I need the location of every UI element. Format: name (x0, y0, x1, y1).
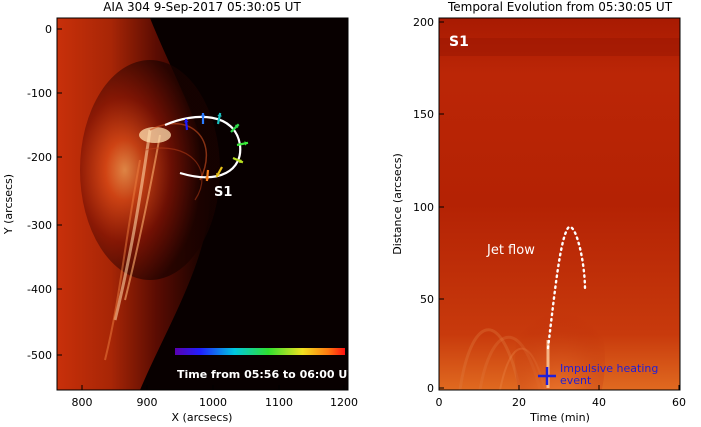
left-x-tick: 1200 (330, 396, 358, 409)
left-y-tick: 0 (45, 23, 52, 36)
left-x-tick: 900 (137, 396, 158, 409)
left-y-label: Y (arcsecs) (2, 174, 15, 235)
right-x-tick: 0 (436, 396, 443, 409)
right-y-tick: 100 (413, 201, 434, 214)
right-x-label: Time (min) (529, 411, 590, 424)
flow-arrow-head (183, 119, 189, 123)
left-x-label: X (arcsecs) (172, 411, 233, 424)
left-x-tick: 800 (72, 396, 93, 409)
right-x-tick: 40 (592, 396, 606, 409)
flow-arrow-head (200, 113, 206, 117)
right-y-tick: 0 (427, 382, 434, 395)
right-y-axis: 0 50 100 150 200 (413, 16, 434, 395)
left-y-tick: -100 (27, 87, 52, 100)
flow-arrow-head (204, 177, 210, 181)
left-panel: AIA 304 9-Sep-2017 05:30:05 UT S1 Time f… (2, 0, 358, 424)
jet-trajectory (546, 225, 587, 350)
right-x-tick: 60 (672, 396, 686, 409)
left-y-axis: 0 -100 -200 -300 -400 -500 (27, 23, 52, 362)
time-distance-map: S1 Jet flow Impulsive heating event (439, 18, 680, 390)
right-y-label: Distance (arcsecs) (391, 153, 404, 255)
left-y-tick: -400 (27, 283, 52, 296)
event-label-line2: event (560, 374, 592, 387)
left-panel-title: AIA 304 9-Sep-2017 05:30:05 UT (103, 0, 301, 14)
right-x-axis: 0 20 40 60 (436, 396, 687, 409)
impulsive-heating-marker (538, 367, 556, 385)
right-x-tick: 20 (512, 396, 526, 409)
aia-image: S1 Time from 05:56 to 06:00 UT (57, 18, 355, 390)
colorbar (175, 348, 345, 355)
left-x-axis: 800 900 1000 1100 1200 (72, 396, 359, 409)
flow-arrow-head (217, 113, 222, 117)
left-y-tick: -200 (27, 151, 52, 164)
colorbar-label: Time from 05:56 to 06:00 UT (177, 368, 355, 381)
flow-arrows (183, 112, 249, 182)
jet-flow-label: Jet flow (486, 243, 535, 258)
flow-arrow-head (216, 172, 221, 177)
right-y-tick: 200 (413, 16, 434, 29)
event-label-line1: Impulsive heating (560, 362, 658, 375)
flow-arrow-head (234, 124, 239, 129)
left-y-tick: -300 (27, 219, 52, 232)
left-x-tick: 1000 (199, 396, 227, 409)
slit-label-s1: S1 (449, 34, 469, 50)
right-panel-title: Temporal Evolution from 05:30:05 UT (447, 0, 673, 14)
left-x-tick: 1100 (265, 396, 293, 409)
right-panel: Temporal Evolution from 05:30:05 UT S1 J… (391, 0, 687, 424)
flow-arrow-head (244, 141, 248, 146)
right-y-tick: 150 (413, 108, 434, 121)
flow-arrow-head (238, 158, 243, 164)
left-y-tick: -500 (27, 349, 52, 362)
right-y-tick: 50 (420, 293, 434, 306)
loop-label-s1: S1 (214, 185, 232, 200)
